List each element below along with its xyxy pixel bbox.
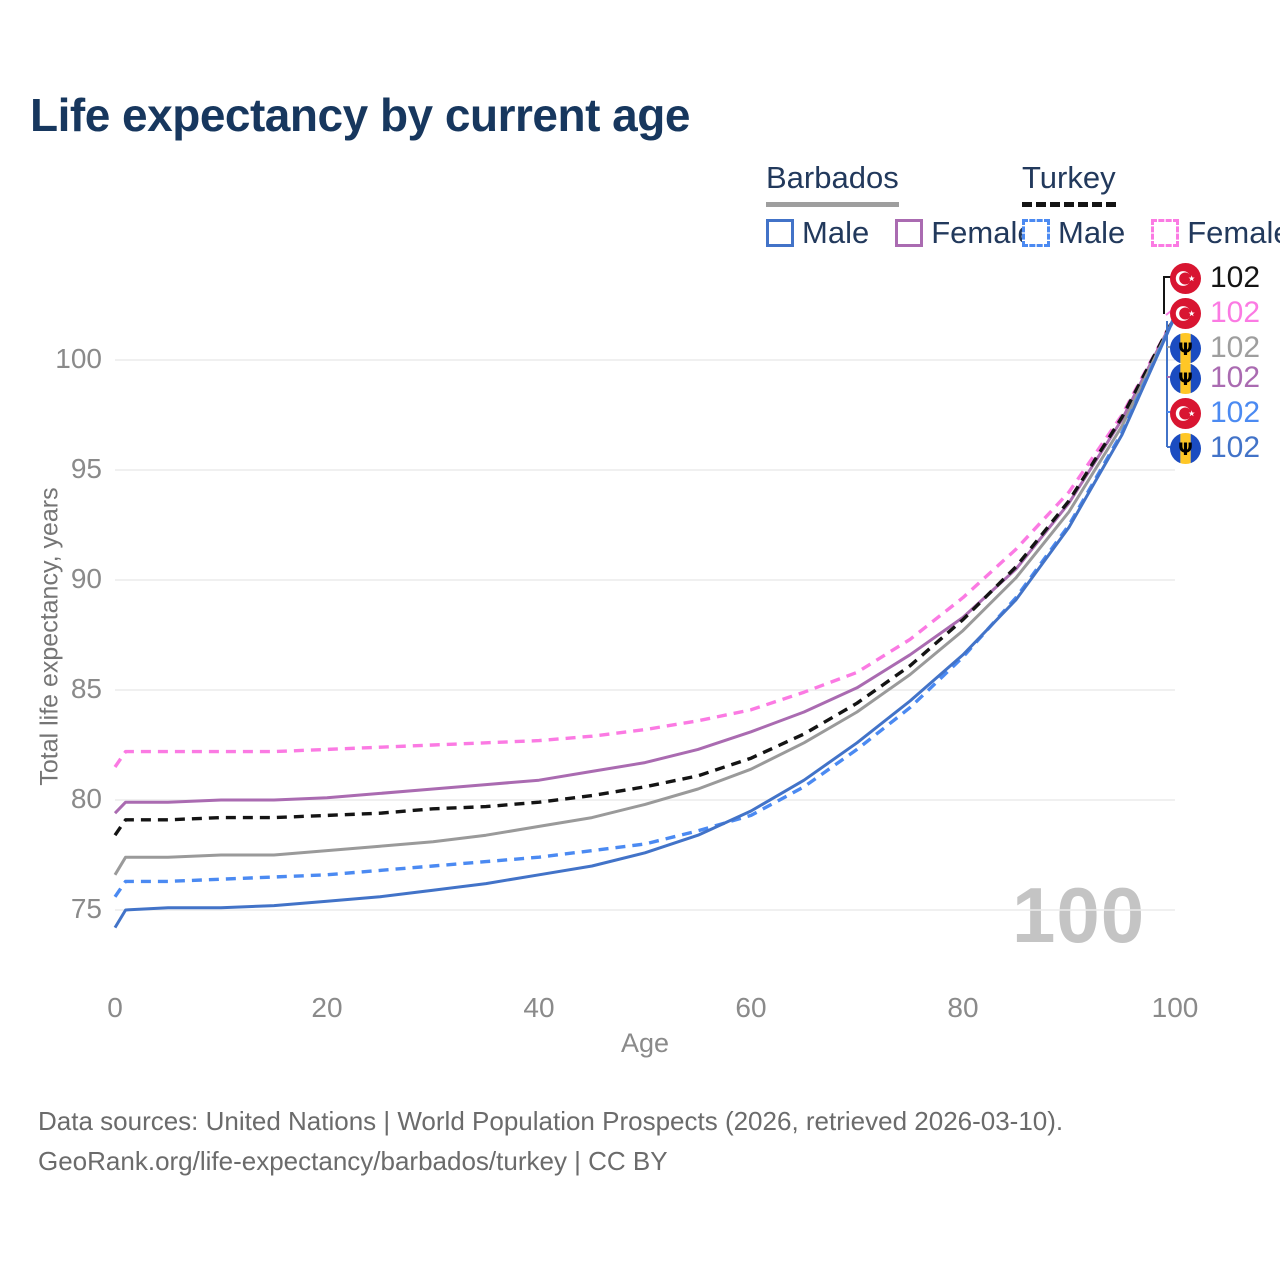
end-label-row: 102 [1170,396,1260,430]
attribution-line: GeoRank.org/life-expectancy/barbados/tur… [38,1146,668,1176]
legend-label-barbados-female[interactable]: Female [931,215,1035,250]
end-label-row: 102 [1170,296,1260,330]
end-value: 102 [1210,296,1261,329]
legend-swatch-barbados-female[interactable] [895,219,924,247]
end-label-row: 102 [1170,261,1260,295]
data-sources-line: Data sources: United Nations | World Pop… [38,1106,1064,1136]
turkey-flag-icon [1170,262,1201,294]
turkey-flag-icon [1170,297,1201,329]
legend-group-turkey: Turkey Male Female [1022,160,1280,251]
end-value: 102 [1210,396,1261,429]
series-line-barbados-both-sexes[interactable] [113,315,1177,876]
legend-swatch-turkey-male[interactable] [1022,219,1050,247]
barbados-flag-icon [1170,433,1201,464]
page-title: Life expectancy by current age [30,89,690,141]
series-line-barbados-female[interactable] [113,315,1177,815]
legend-swatch-barbados-male[interactable] [766,219,794,247]
x-tick-label: 20 [311,992,343,1023]
end-value: 102 [1210,331,1261,364]
x-tick-label: 80 [947,992,979,1023]
end-value: 102 [1210,361,1261,394]
barbados-flag-icon [1170,333,1201,364]
y-tick-label: 95 [70,453,102,484]
x-tick-label: 40 [523,992,555,1023]
series-lines[interactable] [113,315,1177,929]
y-tick-label: 75 [70,893,102,924]
y-axis-title: Total life expectancy, years [35,487,64,786]
legend-country-turkey[interactable]: Turkey [1022,160,1116,207]
y-tick-label: 90 [70,563,102,594]
legend-swatch-turkey-female[interactable] [1151,219,1180,247]
x-tick-label: 60 [735,992,767,1023]
legend-label-barbados-male[interactable]: Male [802,215,870,250]
hovered-age-watermark: 100 [1012,871,1146,959]
end-value: 102 [1210,431,1261,464]
turkey-flag-icon [1170,397,1201,429]
x-axis-title: Age [620,1028,670,1058]
legend-label-turkey-male[interactable]: Male [1058,215,1126,250]
end-label-row: 102 [1170,331,1260,365]
legend-group-barbados: Barbados Male Female [766,160,1061,251]
y-tick-label: 100 [55,343,102,374]
series-line-turkey-male[interactable] [113,315,1177,898]
x-tick-label: 0 [107,992,123,1023]
end-label-row: 102 [1170,361,1260,395]
gridlines [115,359,1175,911]
y-tick-label: 80 [70,783,102,814]
end-label-row: 102 [1170,431,1260,465]
y-tick-label: 85 [70,673,102,704]
x-tick-label: 100 [1151,992,1199,1023]
legend-label-turkey-female[interactable]: Female [1187,215,1280,250]
series-line-barbados-male[interactable] [113,315,1177,929]
legend-country-barbados[interactable]: Barbados [766,160,899,207]
series-line-turkey-both-sexes[interactable] [113,315,1177,837]
barbados-flag-icon [1170,363,1201,394]
end-value: 102 [1210,261,1261,294]
series-line-turkey-female[interactable] [113,315,1177,768]
